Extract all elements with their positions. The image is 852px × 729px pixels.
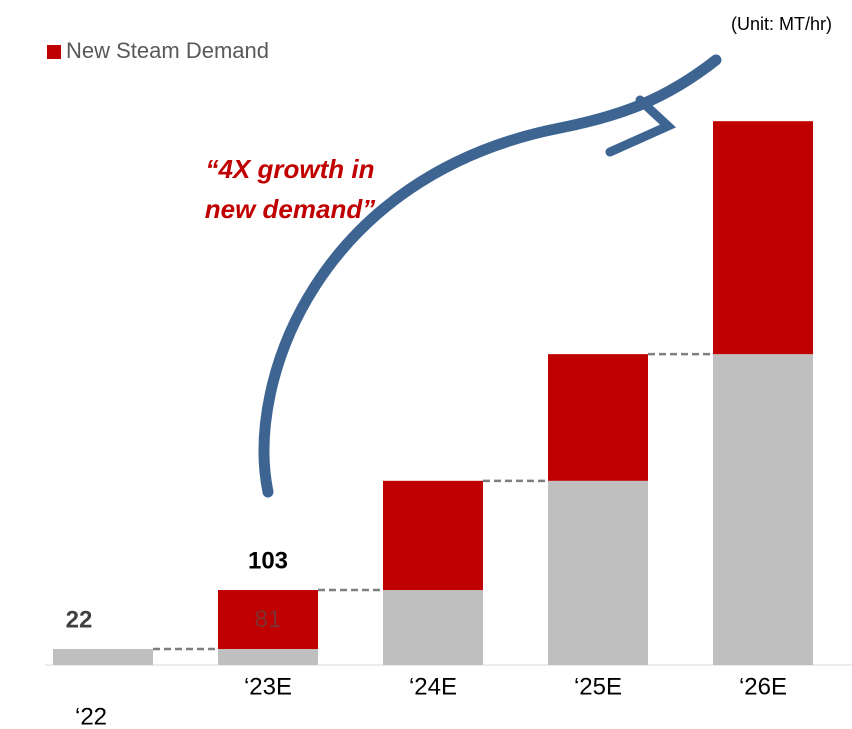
arrow-head: [605, 95, 677, 157]
total-label: 103: [248, 547, 288, 574]
segment-label: 81: [255, 606, 282, 633]
legend-swatch: [47, 45, 61, 59]
annotation-line: “4X growth in: [206, 154, 375, 184]
bar-segment: [548, 354, 648, 481]
bar-segment: [713, 121, 813, 355]
unit-note: (Unit: MT/hr): [731, 14, 832, 34]
x-tick-label: ‘26E: [739, 673, 787, 700]
bar-segment: [383, 480, 483, 591]
x-tick-label: ‘24E: [409, 673, 457, 700]
bar-segment: [218, 648, 318, 665]
bar-segment: [713, 354, 813, 665]
x-tick-label: ‘25E: [574, 673, 622, 700]
bar-segment: [383, 590, 483, 665]
bar-segment: [53, 648, 153, 665]
x-tick-label: ‘22: [75, 703, 107, 729]
x-tick-label: ‘23E: [244, 673, 292, 700]
bar-segment: [218, 590, 318, 649]
growth-arrow: [258, 54, 722, 498]
arrow-body: [258, 54, 722, 498]
total-label: 22: [66, 606, 93, 633]
legend-label: New Steam Demand: [66, 38, 269, 63]
bar-segment: [548, 480, 648, 665]
annotation-line: new demand”: [205, 194, 375, 224]
